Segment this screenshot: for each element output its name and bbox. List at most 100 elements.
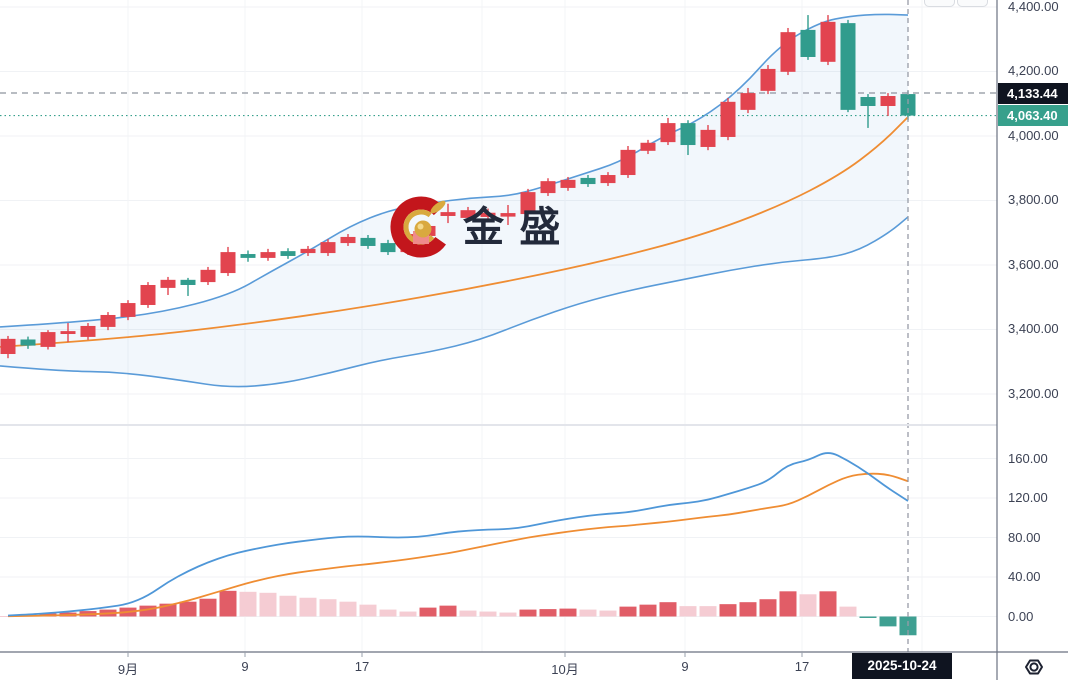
candle-body [880, 96, 896, 107]
candle-body [900, 94, 916, 116]
candle-body [280, 251, 296, 256]
indicator-axis-label: 40.00 [1008, 569, 1041, 584]
histogram-bar [359, 604, 377, 617]
price-axis-label: 4,200.00 [1008, 63, 1059, 79]
candle-body [860, 96, 876, 107]
histogram-bar [779, 591, 797, 617]
price-axis-label: 3,800.00 [1008, 192, 1059, 208]
candle-body [380, 243, 396, 253]
histogram-bar [559, 608, 577, 617]
indicator-axis-label: 0.00 [1008, 608, 1034, 624]
histogram-bar [419, 607, 437, 617]
price-axis-label: 4,400.00 [1008, 0, 1059, 14]
candle-body [300, 248, 316, 254]
candle-body [200, 269, 216, 283]
candle-body [540, 181, 556, 194]
candle-body [680, 123, 696, 146]
candle-body [360, 237, 376, 246]
candle-body [840, 23, 856, 110]
price-axis-label: 4,000.00 [1008, 127, 1059, 143]
current-price-label: 4,063.40 [998, 105, 1068, 126]
candle-body [600, 175, 616, 184]
candle-body [560, 179, 576, 188]
histogram-bar [679, 606, 697, 617]
histogram-bar [539, 609, 557, 617]
candle-body [780, 32, 796, 72]
candle-body [20, 339, 36, 346]
candle-body [500, 213, 516, 217]
candle-body [640, 142, 656, 151]
histogram-bar [219, 590, 237, 617]
histogram-bar [859, 616, 877, 618]
candle-body [400, 234, 416, 253]
histogram-bar [439, 605, 457, 617]
candle-body [660, 123, 676, 143]
indicator-fast-line [7, 452, 909, 617]
candle-body [260, 252, 276, 258]
candle-body [420, 225, 436, 236]
prev-close-price-label: 4,133.44 [998, 83, 1068, 104]
histogram-bar [619, 606, 637, 617]
candle-body [220, 252, 236, 274]
bollinger-lower-line [0, 216, 909, 388]
histogram-bar [399, 611, 417, 617]
histogram-bar [319, 599, 337, 617]
histogram-bar [179, 601, 197, 617]
histogram-bar [599, 610, 617, 617]
candle-body [820, 21, 836, 62]
time-axis-label: 17 [794, 659, 810, 674]
candle-body [800, 29, 816, 57]
candle-body [580, 177, 596, 185]
histogram-bar [819, 591, 837, 617]
candle-body [180, 279, 196, 285]
histogram-bar [339, 601, 357, 617]
price-axis-label: 3,200.00 [1008, 385, 1059, 401]
histogram-bar [839, 606, 857, 617]
candle-body [100, 314, 116, 327]
candle-body [460, 210, 476, 218]
candle-body [740, 93, 756, 110]
price-axis-label: 3,400.00 [1008, 321, 1059, 337]
candle-body [700, 129, 716, 147]
candle-body [40, 332, 56, 347]
candle-body [120, 303, 136, 317]
time-axis-label: 17 [354, 659, 370, 674]
candle-body [480, 212, 496, 217]
faded-toolbar-button-1[interactable] [924, 0, 955, 7]
histogram-bar [199, 598, 217, 617]
time-axis-label: 9 [241, 659, 249, 674]
time-axis-label: 9 [681, 659, 689, 674]
indicator-axis-label: 80.00 [1008, 529, 1041, 545]
indicator-slow-line [7, 472, 909, 618]
histogram-bar [299, 597, 317, 617]
histogram-bar [519, 609, 537, 617]
histogram-bar [659, 602, 677, 617]
histogram-bar [279, 595, 297, 617]
histogram-bar [459, 610, 477, 617]
histogram-bar [799, 594, 817, 617]
histogram-bar [719, 604, 737, 617]
candle-body [160, 279, 176, 288]
candle-body [240, 254, 256, 258]
visibility-eye-button[interactable] [1019, 656, 1049, 680]
time-axis-label: 9月 [117, 662, 139, 677]
price-axis-label: 3,600.00 [1008, 256, 1059, 272]
histogram-bar [759, 599, 777, 617]
histogram-bar [639, 604, 657, 617]
candle-body [0, 338, 16, 355]
histogram-bar [699, 606, 717, 617]
moving-average-line [0, 116, 909, 348]
histogram-bar [379, 609, 397, 617]
candle-body [620, 149, 636, 176]
candle-body [520, 192, 536, 215]
histogram-bar [479, 611, 497, 617]
histogram-bar [579, 609, 597, 617]
candle-body [140, 284, 156, 305]
indicator-axis-label: 160.00 [1008, 450, 1048, 466]
histogram-bar [499, 612, 517, 617]
candle-body [320, 242, 336, 254]
histogram-bar [259, 592, 277, 617]
faded-toolbar-button-2[interactable] [957, 0, 988, 7]
